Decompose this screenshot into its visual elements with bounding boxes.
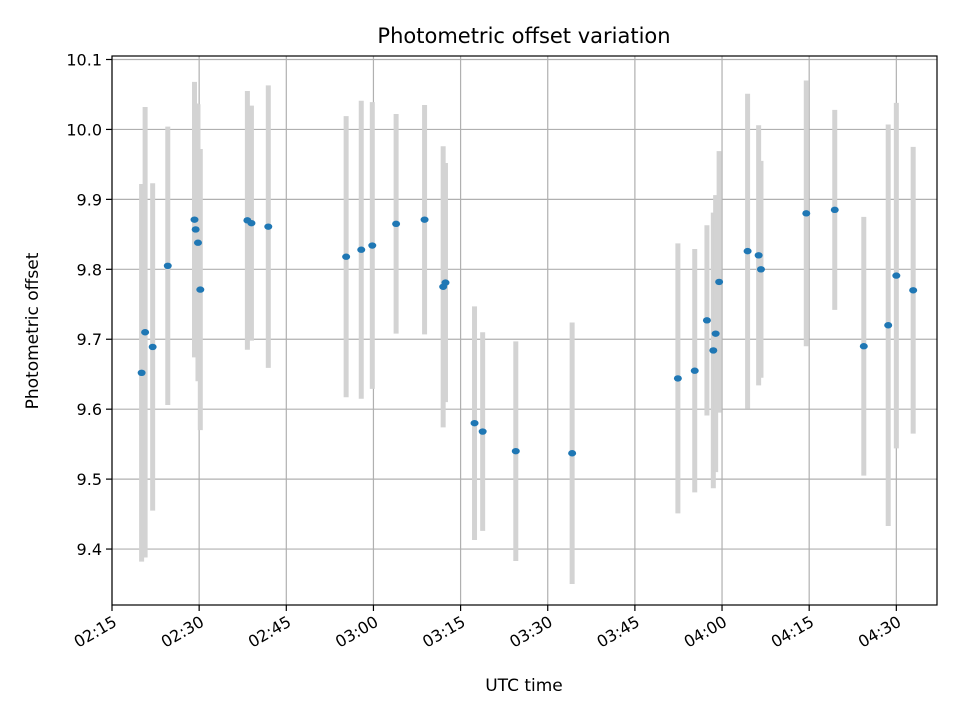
data-point bbox=[191, 226, 200, 233]
data-point bbox=[368, 242, 377, 249]
data-point bbox=[342, 253, 351, 260]
data-point bbox=[193, 239, 202, 246]
plot-frame bbox=[111, 55, 938, 606]
data-point bbox=[420, 216, 429, 223]
data-point bbox=[702, 317, 711, 324]
data-point bbox=[884, 322, 893, 329]
y-axis-ticks: 9.4 9.5 9.6 9.7 9.8 9.9 10.0 10.1 bbox=[66, 50, 112, 559]
data-point bbox=[690, 367, 699, 374]
data-point bbox=[141, 329, 150, 336]
data-point bbox=[470, 419, 479, 427]
data-point bbox=[830, 206, 839, 214]
data-point bbox=[673, 375, 682, 382]
y-tick-label: 9.9 bbox=[77, 190, 102, 209]
data-point bbox=[357, 246, 366, 253]
y-tick-label: 9.8 bbox=[77, 260, 102, 279]
data-point bbox=[754, 252, 763, 259]
data-point bbox=[163, 262, 172, 270]
x-axis-label: UTC time bbox=[485, 676, 563, 696]
y-tick-label: 10.1 bbox=[66, 50, 102, 69]
data-point bbox=[859, 343, 868, 350]
data-point bbox=[743, 247, 752, 255]
data-point bbox=[892, 272, 901, 279]
y-tick-label: 9.6 bbox=[77, 400, 102, 419]
data-point bbox=[711, 330, 720, 337]
data-point bbox=[264, 223, 273, 230]
chart-title: Photometric offset variation bbox=[377, 24, 670, 48]
data-point bbox=[137, 369, 146, 377]
data-point bbox=[196, 286, 205, 293]
data-point bbox=[190, 216, 199, 223]
y-tick-label: 10.0 bbox=[66, 120, 102, 139]
data-point bbox=[568, 450, 577, 457]
data-point bbox=[715, 278, 724, 286]
data-point bbox=[802, 210, 811, 217]
data-point bbox=[247, 219, 256, 227]
data-point bbox=[756, 266, 765, 273]
data-point bbox=[709, 347, 718, 354]
y-tick-label: 9.7 bbox=[77, 330, 102, 349]
data-points bbox=[137, 206, 918, 457]
y-tick-label: 9.4 bbox=[77, 540, 102, 559]
y-tick-label: 9.5 bbox=[77, 470, 102, 489]
data-point bbox=[511, 447, 520, 455]
y-axis-label: Photometric offset bbox=[23, 252, 43, 409]
data-point bbox=[441, 279, 450, 286]
data-point bbox=[478, 428, 487, 435]
data-point bbox=[148, 343, 157, 351]
data-point bbox=[392, 220, 401, 228]
data-point bbox=[909, 287, 918, 294]
